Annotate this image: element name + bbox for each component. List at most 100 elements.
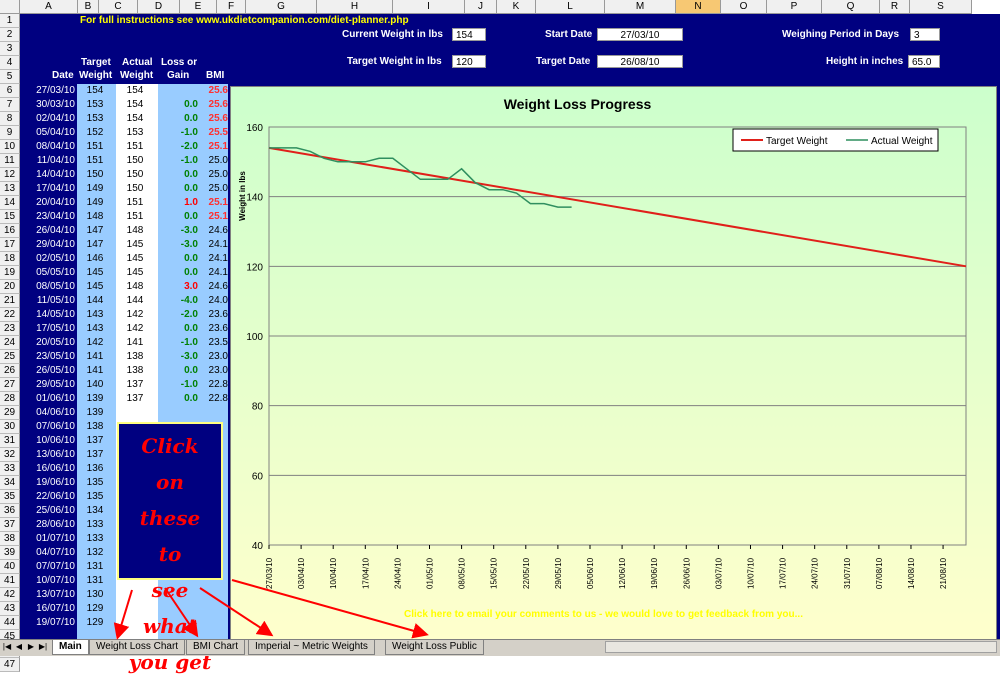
column-header-d[interactable]: D xyxy=(138,0,180,14)
date-cell[interactable]: 07/06/10 xyxy=(36,421,75,432)
column-header-m[interactable]: M xyxy=(605,0,676,14)
tab-weight-loss-public[interactable]: Weight Loss Public xyxy=(385,640,484,655)
target-weight-cell[interactable]: 143 xyxy=(86,323,104,334)
date-cell[interactable]: 23/04/10 xyxy=(36,211,75,222)
bmi-cell[interactable]: 25.1 xyxy=(208,141,228,152)
actual-weight-cell[interactable]: 153 xyxy=(126,127,144,138)
target-weight-cell[interactable]: 131 xyxy=(86,561,104,572)
date-cell[interactable]: 02/04/10 xyxy=(36,113,75,124)
column-header-p[interactable]: P xyxy=(767,0,822,14)
row-header-26[interactable]: 26 xyxy=(0,364,20,378)
date-cell[interactable]: 29/04/10 xyxy=(36,239,75,250)
loss-gain-cell[interactable]: 0.0 xyxy=(184,365,198,376)
target-weight-cell[interactable]: 153 xyxy=(86,113,104,124)
column-header-j[interactable]: J xyxy=(465,0,497,14)
column-header-n[interactable]: N xyxy=(676,0,721,14)
row-header-18[interactable]: 18 xyxy=(0,252,20,266)
bmi-cell[interactable]: 25.6 xyxy=(208,85,228,96)
row-header-5[interactable]: 5 xyxy=(0,70,20,84)
date-cell[interactable]: 08/05/10 xyxy=(36,281,75,292)
loss-gain-cell[interactable]: -3.0 xyxy=(180,351,198,362)
column-header-i[interactable]: I xyxy=(393,0,465,14)
target-weight-cell[interactable]: 141 xyxy=(86,365,104,376)
row-header-44[interactable]: 44 xyxy=(0,616,20,630)
row-header-47[interactable]: 47 xyxy=(0,658,20,672)
date-cell[interactable]: 07/07/10 xyxy=(36,561,75,572)
date-cell[interactable]: 26/05/10 xyxy=(36,365,75,376)
row-header-1[interactable]: 1 xyxy=(0,14,20,28)
column-header-o[interactable]: O xyxy=(721,0,767,14)
row-header-9[interactable]: 9 xyxy=(0,126,20,140)
actual-weight-cell[interactable]: 142 xyxy=(126,323,144,334)
row-header-33[interactable]: 33 xyxy=(0,462,20,476)
bmi-cell[interactable]: 25.0 xyxy=(208,183,228,194)
date-cell[interactable]: 10/07/10 xyxy=(36,575,75,586)
column-header-k[interactable]: K xyxy=(497,0,536,14)
date-cell[interactable]: 11/05/10 xyxy=(36,295,75,306)
row-header-35[interactable]: 35 xyxy=(0,490,20,504)
loss-gain-cell[interactable]: -1.0 xyxy=(180,155,198,166)
bmi-cell[interactable]: 25.0 xyxy=(208,169,228,180)
target-weight-cell[interactable]: 143 xyxy=(86,309,104,320)
date-cell[interactable]: 20/05/10 xyxy=(36,337,75,348)
loss-gain-cell[interactable]: 0.0 xyxy=(184,211,198,222)
target-weight-cell[interactable]: 148 xyxy=(86,211,104,222)
bmi-cell[interactable]: 24.1 xyxy=(208,267,228,278)
target-weight-cell[interactable]: 137 xyxy=(86,435,104,446)
target-weight-cell[interactable]: 150 xyxy=(86,169,104,180)
target-weight-cell[interactable]: 149 xyxy=(86,183,104,194)
date-cell[interactable]: 05/04/10 xyxy=(36,127,75,138)
row-header-13[interactable]: 13 xyxy=(0,182,20,196)
loss-gain-cell[interactable]: 0.0 xyxy=(184,113,198,124)
loss-gain-cell[interactable]: -3.0 xyxy=(180,225,198,236)
loss-gain-cell[interactable] xyxy=(158,406,198,420)
column-header-a[interactable]: A xyxy=(20,0,78,14)
target-weight-cell[interactable]: 142 xyxy=(86,337,104,348)
bmi-cell[interactable]: 23.0 xyxy=(208,351,228,362)
tab-bmi-chart[interactable]: BMI Chart xyxy=(186,640,246,655)
bmi-cell[interactable]: 25.1 xyxy=(208,211,228,222)
bmi-cell[interactable]: 25.5 xyxy=(208,127,228,138)
row-header-31[interactable]: 31 xyxy=(0,434,20,448)
actual-weight-cell[interactable]: 150 xyxy=(126,155,144,166)
target-weight-input[interactable]: 120 xyxy=(452,55,486,68)
prev-sheet-icon[interactable]: ◀ xyxy=(15,642,23,651)
target-weight-cell[interactable]: 134 xyxy=(86,505,104,516)
target-weight-cell[interactable]: 144 xyxy=(86,295,104,306)
target-weight-cell[interactable]: 139 xyxy=(86,407,104,418)
row-header-15[interactable]: 15 xyxy=(0,210,20,224)
row-header-12[interactable]: 12 xyxy=(0,168,20,182)
target-weight-cell[interactable]: 133 xyxy=(86,533,104,544)
row-header-38[interactable]: 38 xyxy=(0,532,20,546)
row-header-3[interactable]: 3 xyxy=(0,42,20,56)
date-cell[interactable]: 11/04/10 xyxy=(36,155,75,166)
row-header-11[interactable]: 11 xyxy=(0,154,20,168)
column-header-b[interactable]: B xyxy=(78,0,99,14)
row-header-39[interactable]: 39 xyxy=(0,546,20,560)
bmi-cell[interactable]: 22.8 xyxy=(208,379,228,390)
row-header-8[interactable]: 8 xyxy=(0,112,20,126)
loss-gain-cell[interactable] xyxy=(158,84,198,98)
bmi-cell[interactable]: 22.8 xyxy=(208,393,228,404)
bmi-cell[interactable]: 23.6 xyxy=(208,323,228,334)
date-cell[interactable]: 02/05/10 xyxy=(36,253,75,264)
loss-gain-cell[interactable]: 1.0 xyxy=(184,197,198,208)
date-cell[interactable]: 13/07/10 xyxy=(36,589,75,600)
loss-gain-cell[interactable]: 0.0 xyxy=(184,253,198,264)
current-weight-input[interactable]: 154 xyxy=(452,28,486,41)
date-cell[interactable]: 01/06/10 xyxy=(36,393,75,404)
date-cell[interactable]: 28/06/10 xyxy=(36,519,75,530)
target-weight-cell[interactable]: 151 xyxy=(86,141,104,152)
column-header-r[interactable]: R xyxy=(880,0,910,14)
date-cell[interactable]: 05/05/10 xyxy=(36,267,75,278)
loss-gain-cell[interactable]: 0.0 xyxy=(184,323,198,334)
target-weight-cell[interactable]: 145 xyxy=(86,267,104,278)
row-header-4[interactable]: 4 xyxy=(0,56,20,70)
actual-weight-cell[interactable]: 138 xyxy=(126,365,144,376)
tab-imperial-metric[interactable]: Imperial ~ Metric Weights xyxy=(248,640,375,655)
weighing-period-input[interactable]: 3 xyxy=(910,28,940,41)
date-cell[interactable]: 29/05/10 xyxy=(36,379,75,390)
actual-weight-cell[interactable]: 154 xyxy=(126,85,144,96)
date-cell[interactable]: 13/06/10 xyxy=(36,449,75,460)
target-weight-cell[interactable]: 140 xyxy=(86,379,104,390)
